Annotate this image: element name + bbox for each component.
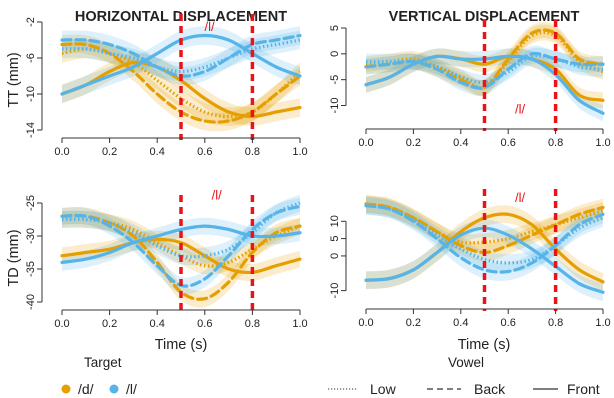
panel-vertical-td: /l/0.0 0.2 0.4 0.6 0.8 1.0 -10 0 5 10 — [329, 189, 611, 329]
y-tick-label: -35 — [25, 261, 37, 277]
series-line-l-low — [61, 38, 301, 74]
x-tick-label: 0.0 — [54, 318, 69, 330]
x-tick-label: 1.0 — [595, 137, 610, 149]
series-line-l-back — [364, 51, 605, 90]
x-tick-label: 0.6 — [197, 146, 212, 158]
legend-back-label: Back — [474, 381, 506, 397]
series-line-l-front — [60, 224, 302, 264]
x-tick-label: 0.2 — [102, 318, 117, 330]
x-tick-label: 0.8 — [245, 318, 260, 330]
plot-vertical-tt: /l/0.0 0.2 0.4 0.6 0.8 1.0 -10 -5 0 5 — [329, 20, 611, 149]
x-tick-label: 0.2 — [102, 146, 117, 158]
y-tick-label: 0 — [329, 51, 341, 57]
legend-front-label: Front — [567, 381, 600, 397]
legend-l-label: /l/ — [126, 381, 137, 397]
x-tick-label: 0.4 — [150, 318, 165, 330]
x-tick-label: 0.8 — [245, 146, 260, 158]
legend-d-swatch — [61, 384, 71, 394]
legend-target-title: Target — [84, 355, 122, 370]
x-tick-label: 0.0 — [358, 137, 373, 149]
x-axis-label-left: Time (s) — [155, 337, 208, 353]
y-tick-label: -10 — [329, 283, 341, 299]
ci-band-l-low — [62, 194, 300, 266]
ci-band-l-back — [366, 196, 603, 281]
x-tick-label: 0.6 — [501, 137, 516, 149]
row-label-td: TD (mm) — [6, 229, 22, 286]
y-tick-label: -5 — [329, 75, 341, 85]
x-tick-label: 1.0 — [595, 317, 610, 329]
x-tick-label: 1.0 — [292, 318, 307, 330]
series-line-d-front — [60, 237, 302, 275]
legend-low-label: Low — [370, 381, 397, 397]
y-tick-label: -6 — [25, 53, 37, 63]
legend-target: Target /d/ /l/ — [61, 355, 137, 397]
ci-band-l-front — [62, 217, 300, 271]
x-axis-label-right: Time (s) — [458, 337, 511, 353]
ci-band-l-back — [62, 26, 300, 86]
y-tick-label: 5 — [329, 236, 341, 242]
annotation-label: /l/ — [515, 101, 526, 116]
legend-vowel: Vowel Low Back Front — [328, 355, 600, 397]
x-tick-label: 0.4 — [453, 317, 468, 329]
x-tick-label: 0.4 — [453, 137, 468, 149]
y-tick-label: -25 — [25, 195, 37, 211]
panel-horizontal-tt: HORIZONTAL DISPLACEMENT /l/0.0 0.2 0.4 0.6 0… — [25, 9, 308, 158]
y-tick-label: -10 — [329, 98, 341, 114]
series-line-l-back — [364, 204, 605, 274]
plot-horizontal-tt: /l/0.0 0.2 0.4 0.6 0.8 1.0 -14 -10 -6 -2 — [25, 14, 308, 158]
ci-band-d-front — [366, 205, 603, 291]
annotation-label: /l/ — [212, 188, 223, 203]
panel-vertical-tt: VERTICAL DISPLACEMENT /l/0.0 0.2 0.4 0.6 0.8… — [329, 9, 611, 149]
plot-horizontal-td: /l/0.0 0.2 0.4 0.6 0.8 1.0 -40 -35 -30 -25 — [25, 188, 308, 330]
y-tick-label: -10 — [25, 86, 37, 102]
y-tick-label: -40 — [25, 294, 37, 310]
y-tick-label: -14 — [25, 122, 37, 138]
legend-d-label: /d/ — [78, 381, 94, 397]
x-tick-label: 0.0 — [54, 146, 69, 158]
y-tick-label: 0 — [329, 253, 341, 259]
ci-band-l-back — [62, 197, 300, 295]
annotation-label: /l/ — [515, 190, 526, 205]
x-tick-label: 0.0 — [358, 317, 373, 329]
panel-title-vertical: VERTICAL DISPLACEMENT — [389, 9, 580, 25]
annotation-label: /l/ — [204, 19, 215, 34]
x-tick-label: 0.2 — [406, 317, 421, 329]
plot-vertical-td: /l/0.0 0.2 0.4 0.6 0.8 1.0 -10 0 5 10 — [329, 189, 611, 329]
x-tick-label: 1.0 — [292, 146, 307, 158]
legend-vowel-title: Vowel — [448, 355, 484, 370]
x-tick-label: 0.8 — [548, 137, 563, 149]
y-tick-label: -2 — [25, 17, 37, 27]
y-tick-label: 10 — [329, 215, 341, 227]
ci-band-d-back — [62, 34, 300, 132]
x-tick-label: 0.6 — [197, 318, 212, 330]
x-tick-label: 0.8 — [548, 317, 563, 329]
row-label-tt: TT (mm) — [6, 52, 22, 107]
y-tick-label: 5 — [329, 25, 341, 31]
legend-l-swatch — [109, 384, 119, 394]
y-tick-label: -30 — [25, 228, 37, 244]
ci-band-l-front — [366, 219, 603, 302]
x-tick-label: 0.4 — [150, 146, 165, 158]
x-tick-label: 0.6 — [501, 317, 516, 329]
x-tick-label: 0.2 — [406, 137, 421, 149]
panel-horizontal-td: /l/0.0 0.2 0.4 0.6 0.8 1.0 -40 -35 -30 -25 — [25, 188, 308, 330]
